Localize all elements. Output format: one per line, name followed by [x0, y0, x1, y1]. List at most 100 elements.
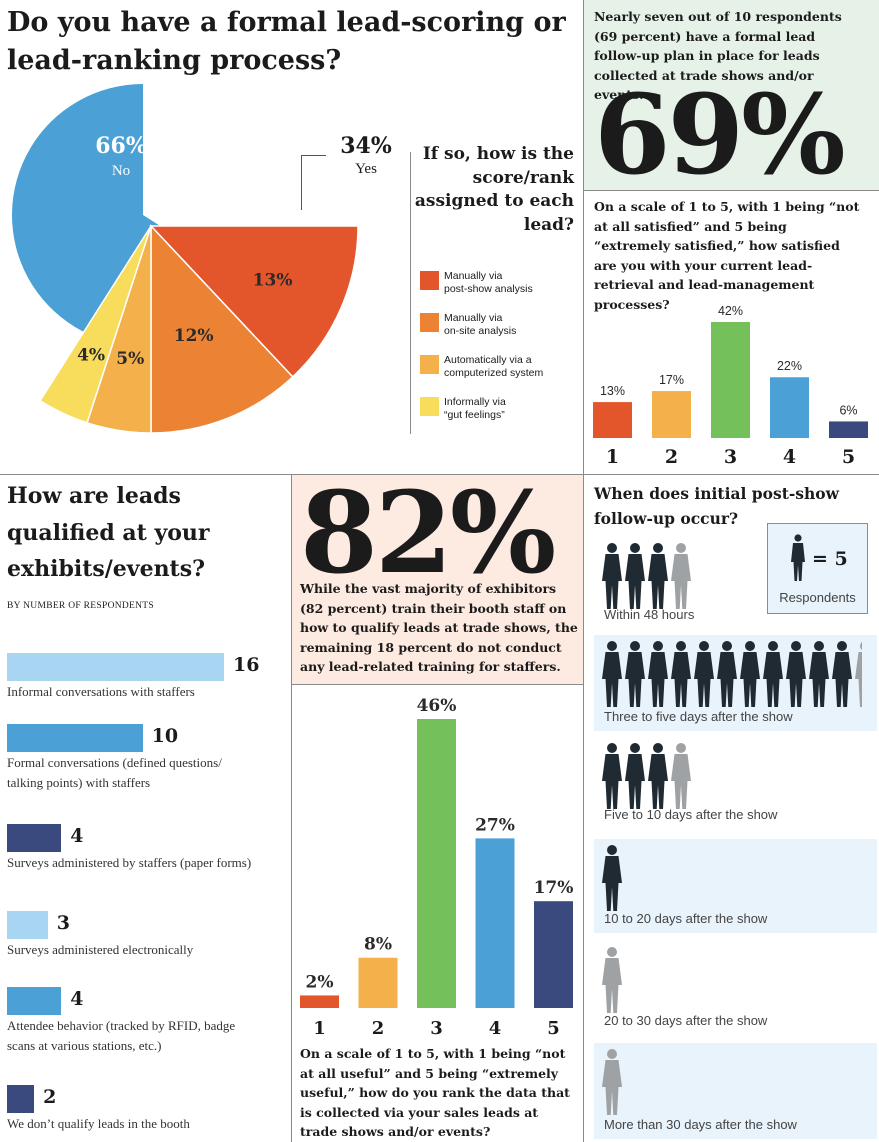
bar-category-label: 1 — [606, 446, 619, 468]
legend-item: Informally via “gut feelings” — [420, 396, 580, 436]
person-icon-row — [602, 1049, 622, 1115]
person-icon — [625, 743, 645, 809]
person-icon — [832, 641, 852, 707]
qualification-subtitle: BY NUMBER OF RESPONDENTS — [7, 601, 154, 611]
person-icon — [809, 641, 829, 707]
partial-person-icon — [671, 543, 691, 609]
person-icon-row — [602, 743, 691, 809]
legend-swatch — [420, 397, 439, 416]
legend-swatch — [420, 355, 439, 374]
qualification-bar-value: 3 — [56, 912, 70, 934]
partial-person-icon — [602, 1049, 622, 1115]
qualification-bar-value: 10 — [151, 725, 179, 747]
qualification-bar-value: 4 — [70, 825, 84, 847]
pie-yes-percent: 34% — [340, 133, 392, 159]
legend-label: Manually via post-show analysis — [444, 270, 533, 295]
bar-value-label: 46% — [417, 696, 457, 716]
bar — [300, 995, 339, 1008]
follow-up-row-label: Three to five days after the show — [604, 709, 793, 724]
qualification-title: How are leads qualified at your exhibits… — [7, 483, 210, 582]
legend-item: Manually via on-site analysis — [420, 312, 580, 352]
qualification-bar — [7, 824, 62, 852]
bar-category-label: 4 — [489, 1018, 502, 1039]
column-divider-right — [583, 0, 584, 1142]
panel-divider — [584, 190, 879, 191]
bar-category-label: 3 — [724, 446, 737, 468]
person-icon — [786, 641, 806, 707]
legend-swatch — [420, 271, 439, 290]
person-icon — [602, 845, 622, 911]
follow-up-plan-big-number: 69% — [594, 70, 846, 199]
follow-up-row-label: Within 48 hours — [604, 607, 695, 622]
lead-scoring-pie-chart: 13% 12% 5% 4% — [11, 83, 359, 434]
qualification-bar-label: Attendee behavior (tracked by RFID, badg… — [7, 1018, 236, 1053]
person-icon-row — [602, 845, 622, 911]
bar — [770, 377, 809, 438]
bar-category-label: 5 — [842, 446, 855, 468]
bar — [652, 391, 691, 438]
qualification-bar-label: Surveys administered by staffers (paper … — [7, 855, 252, 870]
follow-up-row-label: 20 to 30 days after the show — [604, 1013, 768, 1028]
follow-up-row-band — [594, 839, 877, 933]
person-icon — [648, 543, 668, 609]
qualification-bar — [7, 1085, 35, 1113]
training-big-number: 82% — [300, 468, 556, 599]
person-icon — [648, 641, 668, 707]
pie-slice-label: 13% — [253, 271, 293, 291]
pie-slice-yes-breakdown — [39, 225, 152, 424]
qualification-bar-label: We don’t qualify leads in the booth — [7, 1116, 190, 1131]
training-panel — [292, 475, 583, 684]
pie-slice-yes-breakdown — [149, 225, 359, 378]
bar-category-label: 2 — [372, 1018, 385, 1039]
pie-no-percent: 66% — [95, 133, 147, 159]
bar — [593, 402, 632, 438]
column-divider-left — [291, 475, 292, 1142]
pie-slice-label: 5% — [116, 349, 144, 369]
pie-yes-label: Yes — [355, 161, 377, 177]
bar — [358, 957, 398, 1008]
qualification-bar-label: Formal conversations (defined questions/… — [7, 755, 222, 790]
legend-divider — [410, 152, 411, 434]
person-icon — [740, 641, 760, 707]
bar-value-label: 27% — [475, 815, 515, 835]
training-text: While the vast majority of exhibitors (8… — [300, 581, 578, 674]
usefulness-question: On a scale of 1 to 5, with 1 being “not … — [300, 1046, 570, 1139]
qualification-bar — [7, 911, 48, 939]
person-icon — [602, 641, 622, 707]
bar — [417, 719, 456, 1008]
person-icon — [625, 641, 645, 707]
legend-label: Automatically via a computerized system — [444, 354, 544, 379]
pictogram-key-value: = 5 — [812, 548, 848, 570]
bar — [711, 322, 750, 438]
bar-category-label: 3 — [430, 1018, 443, 1039]
person-icon — [602, 543, 622, 609]
lead-scoring-title: Do you have a formal lead-scoring or lea… — [7, 7, 566, 76]
pictogram-key-label: Respondents — [779, 590, 856, 605]
qualification-bar-label: Informal conversations with staffers — [7, 684, 195, 699]
qualification-bar-value: 2 — [43, 1086, 57, 1108]
legend-item: Manually via post-show analysis — [420, 270, 580, 310]
yes-callout-bracket — [301, 155, 326, 210]
score-rank-question: If so, how is the score/rank assigned to… — [414, 144, 574, 235]
person-icon — [602, 743, 622, 809]
pie-no-label: No — [111, 163, 131, 179]
qualification-bar-label: Surveys administered electronically — [7, 942, 194, 957]
qualification-bar-value: 4 — [70, 988, 84, 1010]
bar-category-label: 4 — [783, 446, 796, 468]
follow-up-plan-panel — [584, 0, 879, 190]
qualification-bar — [7, 987, 62, 1015]
bar-value-label: 6% — [839, 403, 857, 417]
follow-up-row-label: 10 to 20 days after the show — [604, 911, 768, 926]
partial-person-icon — [855, 642, 862, 707]
legend-swatch — [420, 313, 439, 332]
bar — [475, 838, 515, 1008]
legend-label: Informally via “gut feelings” — [444, 396, 506, 421]
follow-up-row-label: Five to 10 days after the show — [604, 807, 778, 822]
person-icon — [648, 743, 668, 809]
person-icon — [763, 641, 783, 707]
bar-category-label: 5 — [547, 1018, 560, 1039]
person-icon — [791, 534, 805, 581]
partial-person-icon — [671, 743, 691, 809]
pictogram-key: = 5 Respondents — [767, 523, 868, 614]
bar-value-label: 17% — [659, 373, 684, 387]
